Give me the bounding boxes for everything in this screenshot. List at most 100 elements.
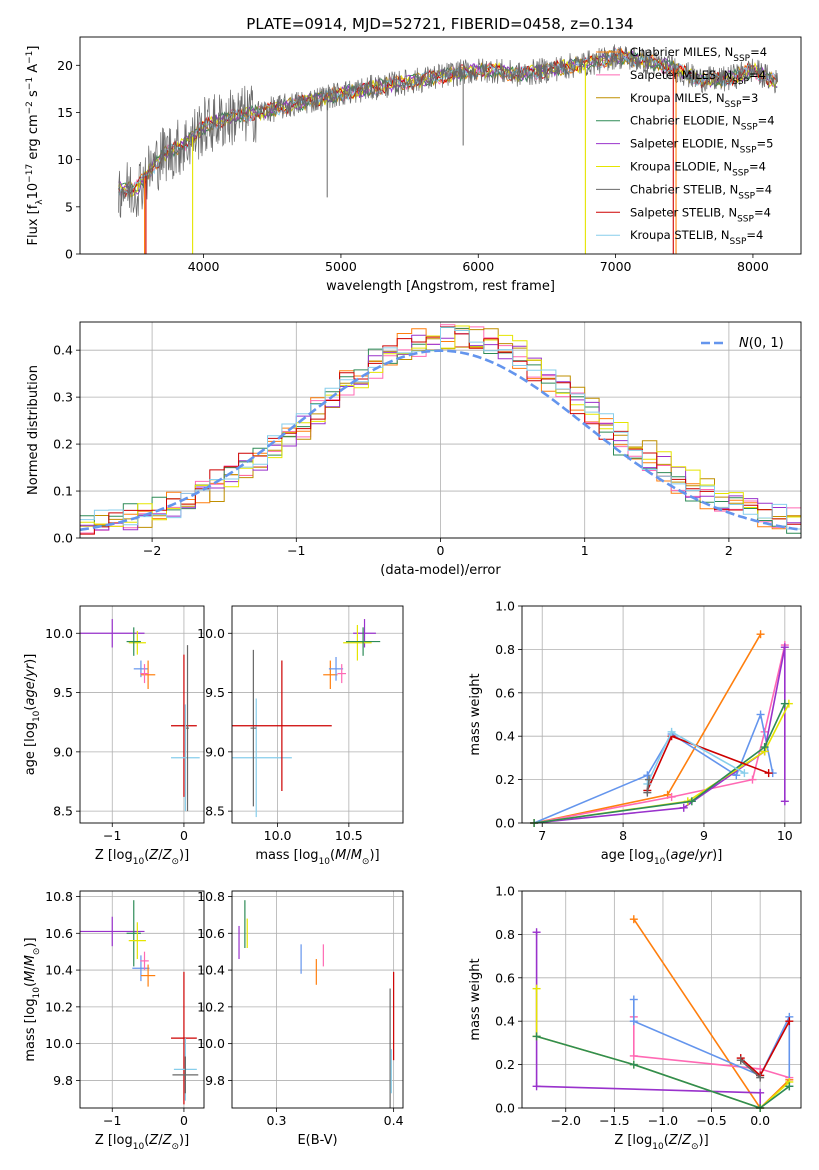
label-part: 10	[26, 183, 41, 200]
label-part: ⊙	[362, 857, 370, 867]
x-tick-label: 5000	[325, 259, 357, 274]
label-part: SSP	[725, 100, 742, 110]
y-tick-label: 0.0	[53, 531, 73, 546]
label-part: 10	[133, 1142, 145, 1152]
plot-frame	[231, 605, 404, 824]
label-part: mass [log	[23, 998, 38, 1061]
legend-label: N(0, 1)	[739, 336, 784, 351]
y-tick-label: 0.6	[495, 970, 515, 985]
y-tick-label: 0.8	[495, 927, 515, 942]
y-tick-label: 10.8	[197, 889, 225, 904]
y-tick-label: 20	[57, 58, 73, 73]
weight-line-chabrier_stelib	[740, 1059, 761, 1079]
label-part: Salpeter ELODIE, N	[630, 137, 740, 151]
x-axis-label: age [log10(age/yr)]	[601, 848, 723, 867]
x-tick-label: 9	[700, 828, 708, 843]
y-tick-label: 0.8	[495, 642, 515, 657]
legend-label: Kroupa ELODIE, NSSP=4	[630, 160, 766, 179]
label-part: M	[23, 971, 38, 982]
label-part: Chabrier ELODIE, N	[630, 114, 741, 128]
x-tick-label: 0	[180, 828, 188, 843]
label-part: Z [log	[95, 1133, 133, 1148]
label-part: )]	[23, 654, 38, 664]
label-part: (	[665, 848, 670, 863]
label-part: Z	[148, 1133, 159, 1148]
x-tick-label: 0	[180, 1113, 188, 1128]
legend-label: Salpeter MILES, NSSP=4	[630, 68, 766, 87]
label-part: mass [log	[255, 848, 318, 863]
x-tick-label: 10.0	[264, 828, 292, 843]
x-tick-label: −0.5	[696, 1113, 726, 1128]
plot-frame	[521, 890, 802, 1109]
y-tick-label: 10.8	[45, 889, 73, 904]
legend-label: Salpeter STELIB, NSSP=4	[630, 205, 771, 224]
x-tick-label: 2	[725, 543, 733, 558]
label-part: Kroupa MILES, N	[630, 91, 725, 105]
label-part: ⊙	[691, 1142, 699, 1152]
label-part: yr	[698, 848, 714, 863]
label-part: 10	[133, 857, 145, 867]
label-part: SSP	[738, 191, 755, 201]
spectrum-observed	[118, 44, 779, 218]
weight-line-chabrier_elodie	[536, 1035, 790, 1108]
y-tick-label: 8.5	[53, 804, 73, 819]
label-part: 10	[319, 857, 331, 867]
y-tick-label: 0.1	[53, 484, 73, 499]
label-part: −1	[25, 51, 35, 64]
x-tick-label: −1	[103, 828, 121, 843]
label-part: (	[23, 706, 38, 711]
label-part: 10	[652, 1142, 664, 1152]
label-part: ⊙	[171, 857, 179, 867]
x-tick-label: 10.5	[335, 828, 363, 843]
label-part: yr	[23, 662, 38, 678]
y-tick-label: 5	[65, 199, 73, 214]
x-axis-label: Z [log10(Z/Z⊙)]	[614, 1133, 708, 1152]
y-tick-label: 0.4	[495, 1014, 515, 1029]
label-part: (	[330, 848, 335, 863]
x-tick-label: 4000	[188, 259, 220, 274]
x-tick-label: 8	[619, 828, 627, 843]
label-part: Z	[148, 848, 159, 863]
y-tick-label: 10.4	[45, 963, 73, 978]
figure-title: PLATE=0914, MJD=52721, FIBERID=0458, z=0…	[246, 15, 633, 33]
x-tick-label: 6000	[462, 259, 494, 274]
y-tick-label: 9.0	[53, 744, 73, 759]
label-part: =4	[754, 205, 771, 219]
weight-line-normal_curve	[533, 711, 774, 823]
label-part: age [log	[601, 848, 654, 863]
y-tick-label: 10.4	[197, 963, 225, 978]
label-part: ⊙	[171, 1142, 179, 1152]
y-tick-label: 10	[57, 152, 73, 167]
label-part: )]	[699, 1133, 709, 1148]
x-tick-label: 7000	[600, 259, 632, 274]
label-part: /	[23, 966, 38, 971]
y-tick-label: 9.8	[205, 1073, 225, 1088]
spectrum-panel: 4000 5000 6000 7000 8000 0 5 10 15 20 wavelength […	[25, 36, 802, 294]
plot-frame	[79, 605, 205, 824]
x-tick-label: 0.4	[384, 1113, 404, 1128]
label-part: =4	[755, 182, 772, 196]
legend-label: Chabrier MILES, NSSP=4	[630, 45, 767, 64]
x-tick-label: 1	[581, 543, 589, 558]
age_vs_Z-panel: −1 08.59.09.510.0Z [log10(Z/Z⊙)]age [log1…	[23, 605, 205, 867]
label-part: Chabrier STELIB, N	[630, 182, 738, 196]
y-axis-label: Normed distribution	[26, 365, 41, 495]
x-tick-label: −2.0	[551, 1113, 581, 1128]
y-tick-label: 10.0	[45, 1036, 73, 1051]
x-tick-label: 0.3	[267, 1113, 287, 1128]
label-part: Z [log	[95, 848, 133, 863]
y-tick-label: 0.3	[53, 390, 73, 405]
label-part: Salpeter MILES, N	[630, 68, 732, 82]
y-tick-label: 15	[57, 105, 73, 120]
label-part: Z	[162, 848, 173, 863]
y-tick-label: 0.2	[53, 437, 73, 452]
plot-frame	[79, 890, 205, 1109]
y-axis-label: Flux [fλ10−17 erg cm−2 s−1 A−1]	[25, 46, 45, 246]
x-tick-label: −1.0	[648, 1113, 678, 1128]
x-axis-label: Z [log10(Z/Z⊙)]	[95, 848, 189, 867]
weight-line-chabrier_miles	[633, 918, 790, 1108]
weight-line-salpeter_miles	[633, 1016, 790, 1079]
label-part: Z	[162, 1133, 173, 1148]
y-axis-label: mass [log10(M/M⊙)]	[23, 937, 42, 1061]
